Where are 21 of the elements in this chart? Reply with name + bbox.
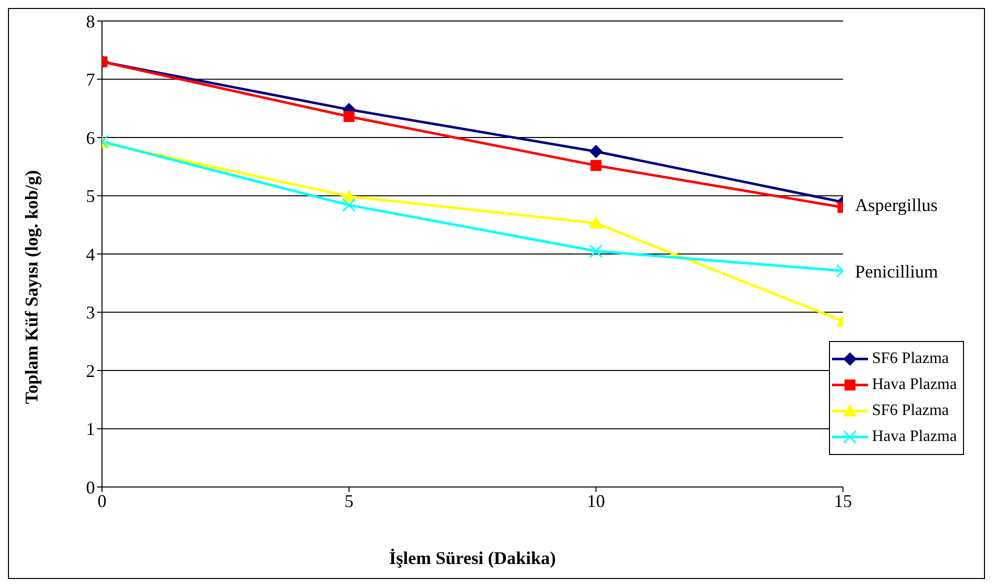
legend-label: SF6 Plazma <box>872 349 949 369</box>
y-tick-label: 4 <box>86 244 95 264</box>
y-tick-label: 3 <box>86 302 95 323</box>
y-tick-label: 0 <box>86 477 95 498</box>
y-tick-label: 5 <box>86 186 95 206</box>
annotation: Aspergillus <box>855 194 938 215</box>
y-tick-label: 7 <box>86 70 95 90</box>
y-tick-label: 1 <box>86 419 95 440</box>
y-tick-label: 2 <box>86 360 95 381</box>
legend-label: Hava Plazma <box>872 375 957 395</box>
legend-label: Hava Plazma <box>872 427 957 447</box>
x-axis-title: İşlem Süresi (Dakika) <box>389 548 556 568</box>
point <box>590 144 602 158</box>
x-tick-label: 15 <box>834 490 852 511</box>
x-tick-label: 5 <box>344 490 354 511</box>
y-tick-label: 6 <box>86 128 95 148</box>
legend-label: SF6 Plazma <box>872 401 949 421</box>
y-axis-title: Toplam Küf Sayısı (log. kob/g) <box>21 170 42 404</box>
y-tick-label: 8 <box>86 11 95 32</box>
x-tick-label: 10 <box>587 490 605 511</box>
annotation: Penicillium <box>855 261 938 282</box>
